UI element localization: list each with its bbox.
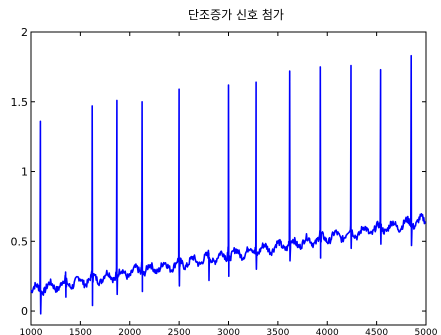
x-tick-label: 2000 (118, 328, 141, 335)
axis-tick-labels: 1000 1500 2000 2500 3000 3500 4000 4500 5000 0 0.5… (11, 26, 438, 335)
x-tick-label: 4000 (316, 328, 339, 335)
x-tick-label: 1500 (69, 328, 92, 335)
chart-title: 단조증가 신호 첨가 (188, 8, 284, 22)
y-tick-label: 0.5 (11, 235, 29, 248)
x-tick-label: 5000 (415, 328, 438, 335)
x-tick-label: 4500 (365, 328, 388, 335)
y-tick-label: 1 (21, 166, 28, 179)
x-tick-label: 2500 (168, 328, 191, 335)
axis-ticks (30, 31, 427, 325)
x-tick-label: 1000 (20, 328, 43, 335)
x-tick-label: 3500 (266, 328, 289, 335)
y-tick-label: 2 (21, 26, 28, 39)
series-line (30, 54, 427, 315)
x-tick-label: 3000 (217, 328, 240, 335)
series-group (30, 54, 427, 315)
y-tick-label: 1.5 (11, 96, 29, 109)
y-tick-label: 0 (21, 305, 28, 318)
